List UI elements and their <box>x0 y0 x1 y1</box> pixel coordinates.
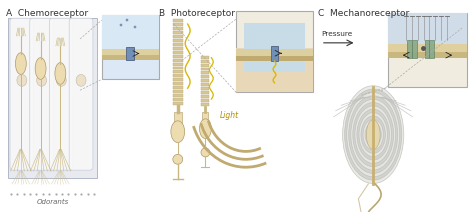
Ellipse shape <box>200 119 211 139</box>
Bar <box>173 55 182 58</box>
Bar <box>201 95 210 98</box>
Ellipse shape <box>353 102 393 167</box>
Bar <box>173 59 182 62</box>
Ellipse shape <box>369 129 377 140</box>
Bar <box>388 13 467 87</box>
Bar <box>201 83 210 86</box>
Ellipse shape <box>355 106 392 163</box>
Bar <box>201 72 210 74</box>
Bar <box>173 35 182 38</box>
Bar <box>407 40 412 58</box>
Ellipse shape <box>357 109 390 160</box>
Bar <box>8 18 97 178</box>
Bar <box>236 48 313 92</box>
Ellipse shape <box>351 99 396 170</box>
Bar <box>173 86 182 89</box>
Bar <box>201 99 210 102</box>
Bar <box>173 63 182 66</box>
Bar <box>201 75 210 78</box>
Bar <box>201 63 210 66</box>
Ellipse shape <box>17 74 27 86</box>
Ellipse shape <box>173 154 182 164</box>
Bar <box>173 19 182 22</box>
Bar <box>102 15 159 49</box>
Bar <box>173 47 182 50</box>
Bar <box>201 56 210 59</box>
Bar <box>173 94 182 97</box>
Ellipse shape <box>359 112 387 157</box>
Ellipse shape <box>36 74 46 86</box>
Ellipse shape <box>366 120 380 150</box>
Ellipse shape <box>56 74 66 86</box>
Ellipse shape <box>201 148 210 157</box>
Ellipse shape <box>76 74 86 86</box>
Bar <box>174 112 182 124</box>
Bar <box>173 51 182 54</box>
Bar <box>173 23 182 26</box>
Bar <box>271 46 278 61</box>
Text: Odorants: Odorants <box>36 199 69 205</box>
Bar <box>388 44 467 52</box>
Ellipse shape <box>365 123 381 147</box>
Bar <box>173 43 182 46</box>
Bar <box>236 49 313 56</box>
Bar <box>201 60 210 63</box>
FancyBboxPatch shape <box>69 18 93 170</box>
Bar <box>173 98 182 101</box>
Ellipse shape <box>363 119 383 150</box>
Bar <box>173 90 182 93</box>
Ellipse shape <box>346 92 400 177</box>
Text: B  Photoreceptor: B Photoreceptor <box>159 9 235 18</box>
Ellipse shape <box>16 53 26 74</box>
Text: A  Chemoreceptor: A Chemoreceptor <box>6 9 88 18</box>
Bar <box>173 31 182 34</box>
Ellipse shape <box>171 121 185 142</box>
Text: Light: Light <box>220 111 239 120</box>
FancyBboxPatch shape <box>30 18 54 170</box>
Bar <box>173 82 182 85</box>
Bar <box>201 68 210 71</box>
Bar <box>102 49 159 55</box>
Ellipse shape <box>367 126 379 143</box>
Ellipse shape <box>35 58 46 79</box>
Bar <box>173 102 182 105</box>
Bar <box>388 13 467 44</box>
Ellipse shape <box>349 96 398 173</box>
Ellipse shape <box>55 63 66 84</box>
Bar <box>102 15 159 79</box>
Text: C  Mechanoreceptor: C Mechanoreceptor <box>318 9 409 18</box>
Bar <box>429 40 434 58</box>
Bar <box>244 23 305 72</box>
FancyBboxPatch shape <box>10 18 34 170</box>
Bar <box>102 55 159 60</box>
Bar <box>173 27 182 30</box>
Ellipse shape <box>343 86 404 183</box>
Ellipse shape <box>361 116 385 153</box>
Bar <box>173 66 182 69</box>
Bar <box>127 47 134 60</box>
Text: Pressure: Pressure <box>321 31 352 37</box>
Bar <box>412 40 417 58</box>
Ellipse shape <box>345 89 402 180</box>
FancyBboxPatch shape <box>49 18 73 170</box>
Bar <box>236 56 313 61</box>
Bar <box>236 11 313 92</box>
Bar <box>425 40 429 58</box>
Bar <box>201 79 210 82</box>
Bar <box>201 87 210 90</box>
Bar <box>201 91 210 94</box>
Bar <box>173 39 182 42</box>
Bar <box>388 52 467 58</box>
Bar <box>201 103 210 106</box>
Bar <box>202 112 209 122</box>
Bar <box>173 78 182 81</box>
Bar <box>173 71 182 73</box>
Bar <box>173 74 182 77</box>
